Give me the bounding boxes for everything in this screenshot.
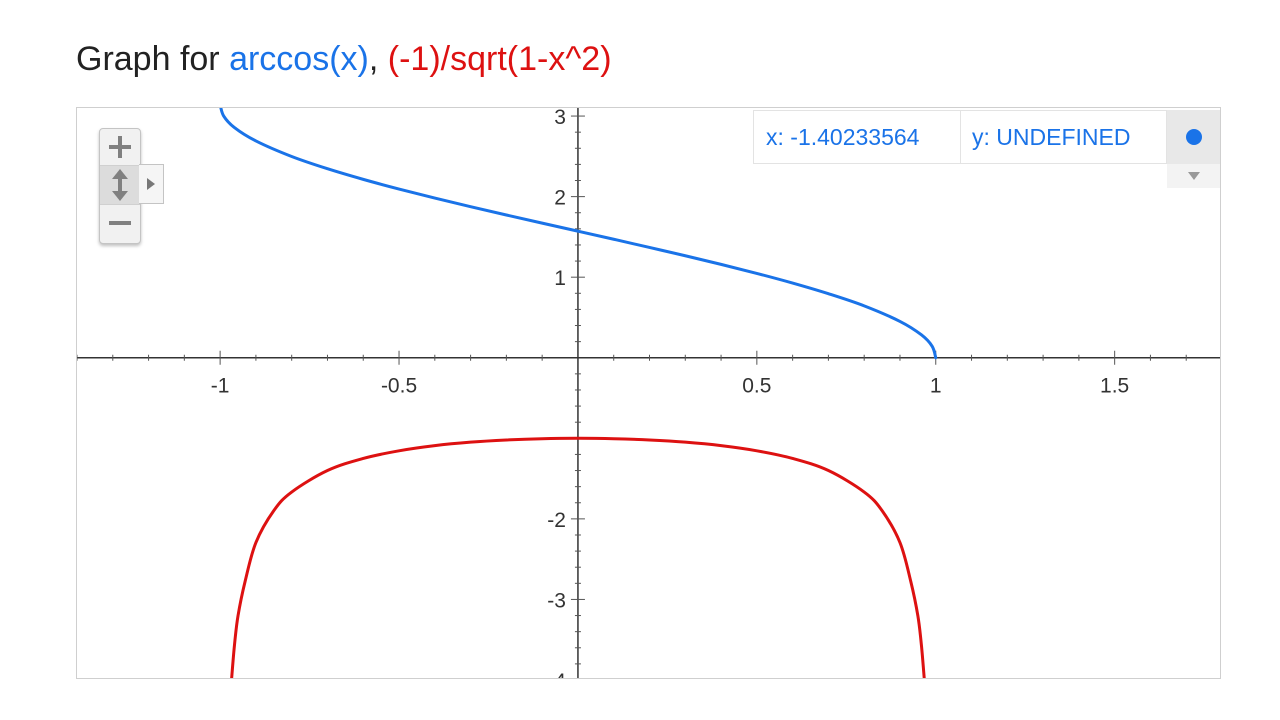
- coordinate-readout: x: -1.40233564 y: UNDEFINED: [753, 110, 1167, 164]
- plus-icon: [109, 136, 131, 158]
- pan-vertical-button[interactable]: [100, 166, 140, 205]
- zoom-out-button[interactable]: [100, 205, 140, 241]
- x-tick-label: 0.5: [742, 375, 771, 398]
- readout-divider: [960, 111, 961, 163]
- title-function-1[interactable]: arccos(x): [229, 40, 369, 78]
- readout-y: y: UNDEFINED: [972, 124, 1131, 150]
- y-tick-label: -4: [547, 670, 566, 679]
- series-dropdown-button[interactable]: [1167, 164, 1220, 188]
- title-prefix: Graph for: [76, 40, 230, 78]
- y-tick-label: -2: [547, 509, 566, 532]
- zoom-in-button[interactable]: [100, 129, 140, 166]
- page-title: Graph for arccos(x), (-1)/sqrt(1-x^2): [76, 40, 612, 79]
- triangle-right-icon: [147, 178, 155, 190]
- x-tick-label: 1.5: [1100, 375, 1129, 398]
- title-separator: ,: [368, 40, 388, 78]
- series-line-2: [230, 436, 926, 678]
- vertical-arrows-icon: [112, 169, 128, 201]
- triangle-down-icon: [1187, 172, 1200, 180]
- y-tick-label: 1: [554, 267, 566, 290]
- series-toggle-button[interactable]: [1167, 110, 1220, 164]
- x-tick-label: -1: [211, 375, 230, 398]
- y-tick-label: 2: [554, 187, 566, 210]
- y-tick-label: -3: [547, 589, 566, 612]
- x-tick-label: -0.5: [381, 375, 417, 398]
- minus-icon: [109, 221, 131, 225]
- circle-dot-icon: [1185, 129, 1202, 145]
- title-function-2[interactable]: (-1)/sqrt(1-x^2): [387, 40, 612, 78]
- graph-canvas[interactable]: -1 -0.5 0.5 1 1.5 3 2 1 -2 -3 -4: [77, 108, 1221, 679]
- zoom-control: [99, 128, 141, 244]
- expand-controls-button[interactable]: [139, 164, 164, 204]
- y-tick-label: 3: [554, 108, 566, 129]
- readout-x: x: -1.40233564: [766, 124, 920, 150]
- x-tick-label: 1: [930, 375, 942, 398]
- series-line-1: [219, 108, 938, 360]
